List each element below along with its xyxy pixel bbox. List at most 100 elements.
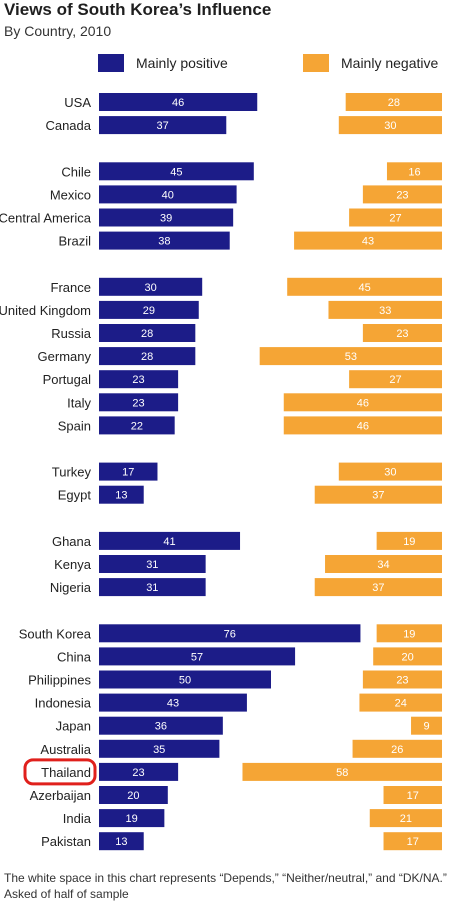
value-label-negative-pakistan: 17 <box>407 836 419 848</box>
value-label-negative-portugal: 27 <box>389 374 401 386</box>
bar-positive-chile <box>99 162 254 181</box>
footnote-line-1: The white space in this chart represents… <box>4 871 447 885</box>
legend-swatch-negative <box>303 54 329 72</box>
bar-negative-france <box>287 277 442 296</box>
bar-positive-philippines <box>99 670 271 689</box>
chart-subtitle: By Country, 2010 <box>4 23 112 39</box>
category-label-russia: Russia <box>51 326 92 341</box>
bar-negative-canada <box>338 116 442 135</box>
value-label-positive-united-kingdom: 29 <box>143 305 155 317</box>
category-label-chile: Chile <box>61 164 91 179</box>
bar-positive-australia <box>99 739 220 758</box>
value-label-negative-brazil: 43 <box>362 236 374 248</box>
category-label-nigeria: Nigeria <box>50 580 92 595</box>
highlight-ring-thailand <box>23 758 97 786</box>
value-label-negative-india: 21 <box>400 813 412 825</box>
value-label-positive-portugal: 23 <box>132 374 144 386</box>
bar-negative-pakistan <box>383 832 442 851</box>
bar-negative-germany <box>259 347 442 366</box>
bar-negative-indonesia <box>359 693 442 712</box>
bar-negative-united-kingdom <box>328 300 442 319</box>
bar-negative-nigeria <box>314 578 442 597</box>
category-label-india: India <box>63 811 92 826</box>
bar-negative-australia <box>352 739 442 758</box>
value-label-positive-chile: 45 <box>170 166 182 178</box>
bar-negative-ghana <box>376 531 442 550</box>
bar-negative-italy <box>283 393 442 412</box>
category-label-indonesia: Indonesia <box>35 696 92 711</box>
value-label-positive-thailand: 23 <box>132 767 144 779</box>
value-label-positive-central-america: 39 <box>160 213 172 225</box>
bar-positive-canada <box>99 116 227 135</box>
bar-positive-france <box>99 277 203 296</box>
bar-positive-usa <box>99 93 258 111</box>
bar-positive-india <box>99 809 165 828</box>
bar-positive-portugal <box>99 370 179 389</box>
bar-negative-turkey <box>338 462 442 481</box>
category-label-japan: Japan <box>56 719 91 734</box>
value-label-positive-canada: 37 <box>157 120 169 132</box>
bar-positive-kenya <box>99 555 206 573</box>
bar-positive-south-korea <box>99 624 361 643</box>
value-label-negative-ghana: 19 <box>403 536 415 548</box>
bar-negative-kenya <box>325 555 442 573</box>
value-label-positive-south-korea: 76 <box>224 628 236 640</box>
value-label-positive-brazil: 38 <box>158 236 170 248</box>
value-label-negative-nigeria: 37 <box>372 582 384 594</box>
category-label-azerbaijan: Azerbaijan <box>30 788 91 803</box>
category-label-germany: Germany <box>38 349 92 364</box>
legend-label-positive: Mainly positive <box>136 55 228 71</box>
category-label-china: China <box>57 649 92 664</box>
category-label-portugal: Portugal <box>43 372 92 387</box>
category-label-mexico: Mexico <box>50 187 91 202</box>
value-label-positive-france: 30 <box>144 282 156 294</box>
footnote-line-2: Asked of half of sample <box>4 887 129 901</box>
category-label-united-kingdom: United Kingdom <box>0 303 91 318</box>
bar-positive-united-kingdom <box>99 300 199 319</box>
value-label-negative-thailand: 58 <box>336 767 348 779</box>
category-label-pakistan: Pakistan <box>41 834 91 849</box>
bar-negative-central-america <box>349 208 442 227</box>
value-label-positive-spain: 22 <box>131 420 143 432</box>
bar-negative-azerbaijan <box>383 786 442 804</box>
category-label-thailand: Thailand <box>41 765 91 780</box>
value-label-negative-turkey: 30 <box>384 467 396 479</box>
category-label-usa: USA <box>64 95 91 110</box>
value-label-negative-china: 20 <box>401 651 413 663</box>
value-label-positive-japan: 36 <box>155 721 167 733</box>
value-label-negative-chile: 16 <box>408 166 420 178</box>
chart-title: Views of South Korea’s Influence <box>4 0 272 19</box>
bar-positive-ghana <box>99 531 241 550</box>
category-label-turkey: Turkey <box>52 465 92 480</box>
value-label-positive-usa: 46 <box>172 97 184 109</box>
value-label-negative-south-korea: 19 <box>403 628 415 640</box>
value-label-positive-australia: 35 <box>153 744 165 756</box>
value-label-negative-egypt: 37 <box>372 490 384 502</box>
bar-positive-thailand <box>99 762 179 781</box>
bar-positive-mexico <box>99 185 237 204</box>
value-label-positive-kenya: 31 <box>146 559 158 571</box>
bar-negative-south-korea <box>376 624 442 643</box>
value-label-negative-usa: 28 <box>388 97 400 109</box>
bar-positive-turkey <box>99 462 158 481</box>
value-label-negative-russia: 23 <box>396 328 408 340</box>
legend-label-negative: Mainly negative <box>341 55 439 71</box>
value-label-positive-russia: 28 <box>141 328 153 340</box>
bar-negative-japan <box>411 716 442 735</box>
value-label-negative-germany: 53 <box>345 351 357 363</box>
bar-positive-azerbaijan <box>99 786 168 804</box>
bar-positive-nigeria <box>99 578 206 597</box>
value-label-positive-pakistan: 13 <box>115 836 127 848</box>
value-label-positive-nigeria: 31 <box>146 582 158 594</box>
bar-positive-germany <box>99 347 196 366</box>
bar-negative-brazil <box>294 231 442 250</box>
value-label-positive-egypt: 13 <box>115 490 127 502</box>
value-label-negative-australia: 26 <box>391 744 403 756</box>
footnote: The white space in this chart represents… <box>4 870 450 902</box>
value-label-positive-italy: 23 <box>132 397 144 409</box>
category-label-philippines: Philippines <box>28 673 91 688</box>
value-label-negative-philippines: 23 <box>396 675 408 687</box>
bar-negative-chile <box>386 162 442 181</box>
value-label-positive-indonesia: 43 <box>167 698 179 710</box>
bar-negative-thailand <box>242 762 442 781</box>
